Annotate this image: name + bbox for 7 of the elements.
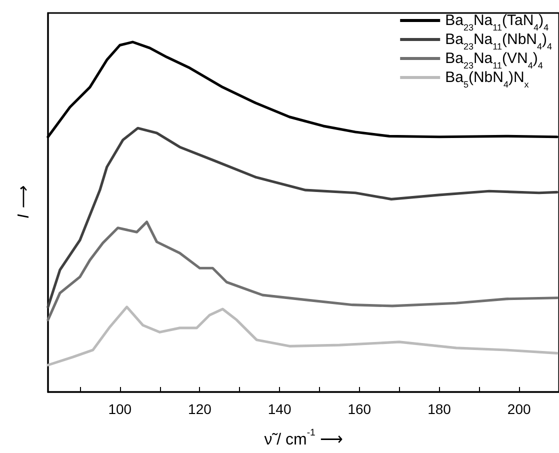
- x-tick-label: 120: [188, 401, 212, 417]
- x-tick-label: 200: [507, 401, 531, 417]
- x-tick-label: 100: [108, 401, 132, 417]
- x-tick-label: 180: [428, 401, 452, 417]
- x-tick-label: 140: [268, 401, 292, 417]
- y-axis-title: I ⟶: [16, 186, 32, 218]
- x-tick-label: 160: [348, 401, 372, 417]
